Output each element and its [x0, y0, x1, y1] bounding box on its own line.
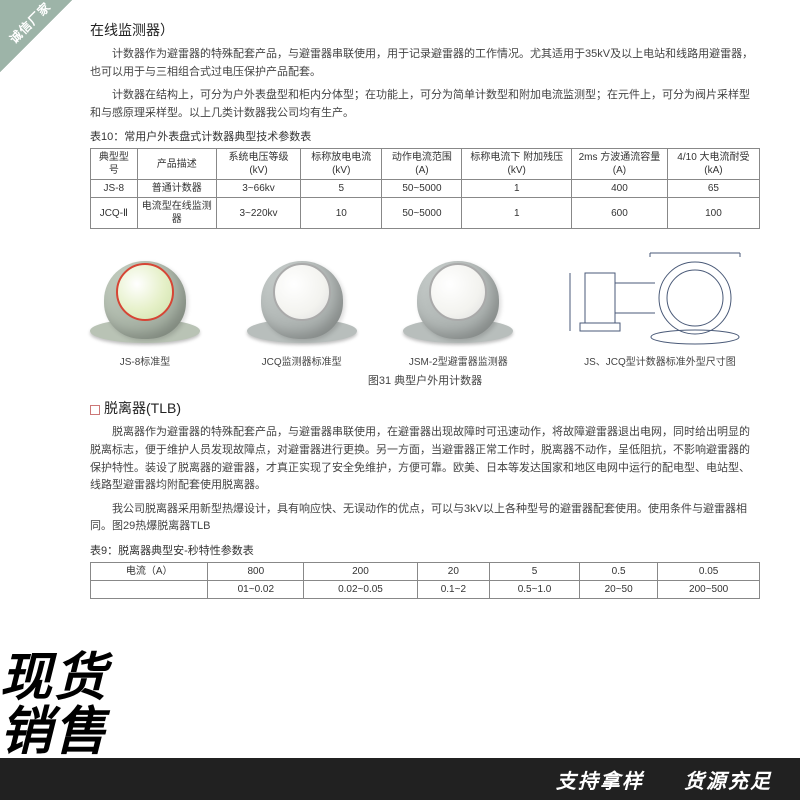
table-row: JCQ-Ⅱ 电流型在线监测器 3~220kv 10 50~5000 1 600 … [91, 198, 760, 229]
th: 20 [417, 562, 489, 580]
td: 50~5000 [382, 180, 462, 198]
product-label: JCQ监测器标准型 [262, 353, 342, 368]
table-row: 01~0.02 0.02~0.05 0.1~2 0.5~1.0 20~50 20… [91, 580, 760, 598]
product-diagram: JS、JCQ型计数器标准外型尺寸图 [560, 243, 760, 368]
th: 0.05 [658, 562, 760, 580]
table10-caption: 表10：常用户外表盘式计数器典型技术参数表 [90, 128, 760, 144]
th: 系统电压等级 (kV) [216, 149, 300, 180]
figure31-caption: 图31 典型户外用计数器 [90, 372, 760, 388]
gauge-icon [247, 253, 357, 353]
th: 电流（A） [91, 562, 208, 580]
th: 产品描述 [137, 149, 216, 180]
table-header-row: 电流（A） 800 200 20 5 0.5 0.05 [91, 562, 760, 580]
td: 65 [667, 180, 759, 198]
gauge-icon [403, 253, 513, 353]
td: 50~5000 [382, 198, 462, 229]
table10: 典型型号 产品描述 系统电压等级 (kV) 标称放电电流 (kV) 动作电流范围… [90, 148, 760, 229]
th: 标称放电电流 (kV) [301, 149, 382, 180]
td: 200~500 [658, 580, 760, 598]
td: 10 [301, 198, 382, 229]
product-label: JS、JCQ型计数器标准外型尺寸图 [584, 353, 736, 368]
table9-caption: 表9：脱离器典型安-秒特性参数表 [90, 542, 760, 558]
th: 4/10 大电流耐受 (kA) [667, 149, 759, 180]
gauge-dial [116, 263, 174, 321]
section2-title-text: 脱离器(TLB) [104, 400, 181, 416]
td: 5 [301, 180, 382, 198]
section1-intro2: 计数器在结构上，可分为户外表盘型和柜内分体型；在功能上，可分为简单计数型和附加电… [90, 87, 760, 122]
td: 1 [462, 180, 572, 198]
th: 2ms 方波通流容量 (A) [572, 149, 668, 180]
product-label: JSM-2型避雷器监测器 [409, 353, 508, 368]
td: 3~66kv [216, 180, 300, 198]
corner-badge: 诚信厂家 [0, 0, 72, 72]
section2-title: 脱离器(TLB) [90, 398, 760, 418]
td: 600 [572, 198, 668, 229]
section2-intro1: 脱离器作为避雷器的特殊配套产品，与避雷器串联使用，在避雷器出现故障时可迅速动作，… [90, 424, 760, 494]
td: 0.5~1.0 [490, 580, 580, 598]
th: 典型型号 [91, 149, 138, 180]
product-figure-row: JS-8标准型 JCQ监测器标准型 JSM-2型避雷器监测器 [90, 243, 760, 368]
table-header-row: 典型型号 产品描述 系统电压等级 (kV) 标称放电电流 (kV) 动作电流范围… [91, 149, 760, 180]
product-1: JS-8标准型 [90, 253, 200, 368]
product-label: JS-8标准型 [120, 353, 171, 368]
product-3: JSM-2型避雷器监测器 [403, 253, 513, 368]
gauge-icon [90, 253, 200, 353]
td [91, 580, 208, 598]
td: 3~220kv [216, 198, 300, 229]
td: 电流型在线监测器 [137, 198, 216, 229]
th: 标称电流下 附加残压 (kV) [462, 149, 572, 180]
product-2: JCQ监测器标准型 [247, 253, 357, 368]
td: 0.02~0.05 [304, 580, 417, 598]
gauge-dial [273, 263, 331, 321]
td: JCQ-Ⅱ [91, 198, 138, 229]
th: 动作电流范围 (A) [382, 149, 462, 180]
bottom-tag-2: 货源充足 [684, 765, 772, 794]
th: 5 [490, 562, 580, 580]
td: 01~0.02 [208, 580, 304, 598]
promo-overlay-bl: 现货 销售 [0, 651, 260, 760]
corner-badge-text: 诚信厂家 [6, 0, 55, 47]
td: 400 [572, 180, 668, 198]
table9: 电流（A） 800 200 20 5 0.5 0.05 01~0.02 0.02… [90, 562, 760, 599]
td: 100 [667, 198, 759, 229]
td: JS-8 [91, 180, 138, 198]
dimension-diagram [560, 243, 760, 353]
td: 普通计数器 [137, 180, 216, 198]
td: 1 [462, 198, 572, 229]
table-row: JS-8 普通计数器 3~66kv 5 50~5000 1 400 65 [91, 180, 760, 198]
section2-intro2: 我公司脱离器采用新型热爆设计，具有响应快、无误动作的优点，可以与3kV以上各种型… [90, 501, 760, 536]
section1-intro1: 计数器作为避雷器的特殊配套产品，与避雷器串联使用，用于记录避雷器的工作情况。尤其… [90, 46, 760, 81]
td: 20~50 [580, 580, 658, 598]
section1-title: 在线监测器） [90, 20, 760, 40]
th: 200 [304, 562, 417, 580]
promo-line2: 销售 [0, 705, 260, 760]
th: 0.5 [580, 562, 658, 580]
th: 800 [208, 562, 304, 580]
square-bullet-icon [90, 405, 100, 415]
promo-line1: 现货 [0, 651, 260, 706]
bottom-tag-1: 支持拿样 [556, 765, 644, 794]
td: 0.1~2 [417, 580, 489, 598]
diagram-svg [560, 243, 760, 353]
bottom-bar: 支持拿样 货源充足 [0, 758, 800, 800]
